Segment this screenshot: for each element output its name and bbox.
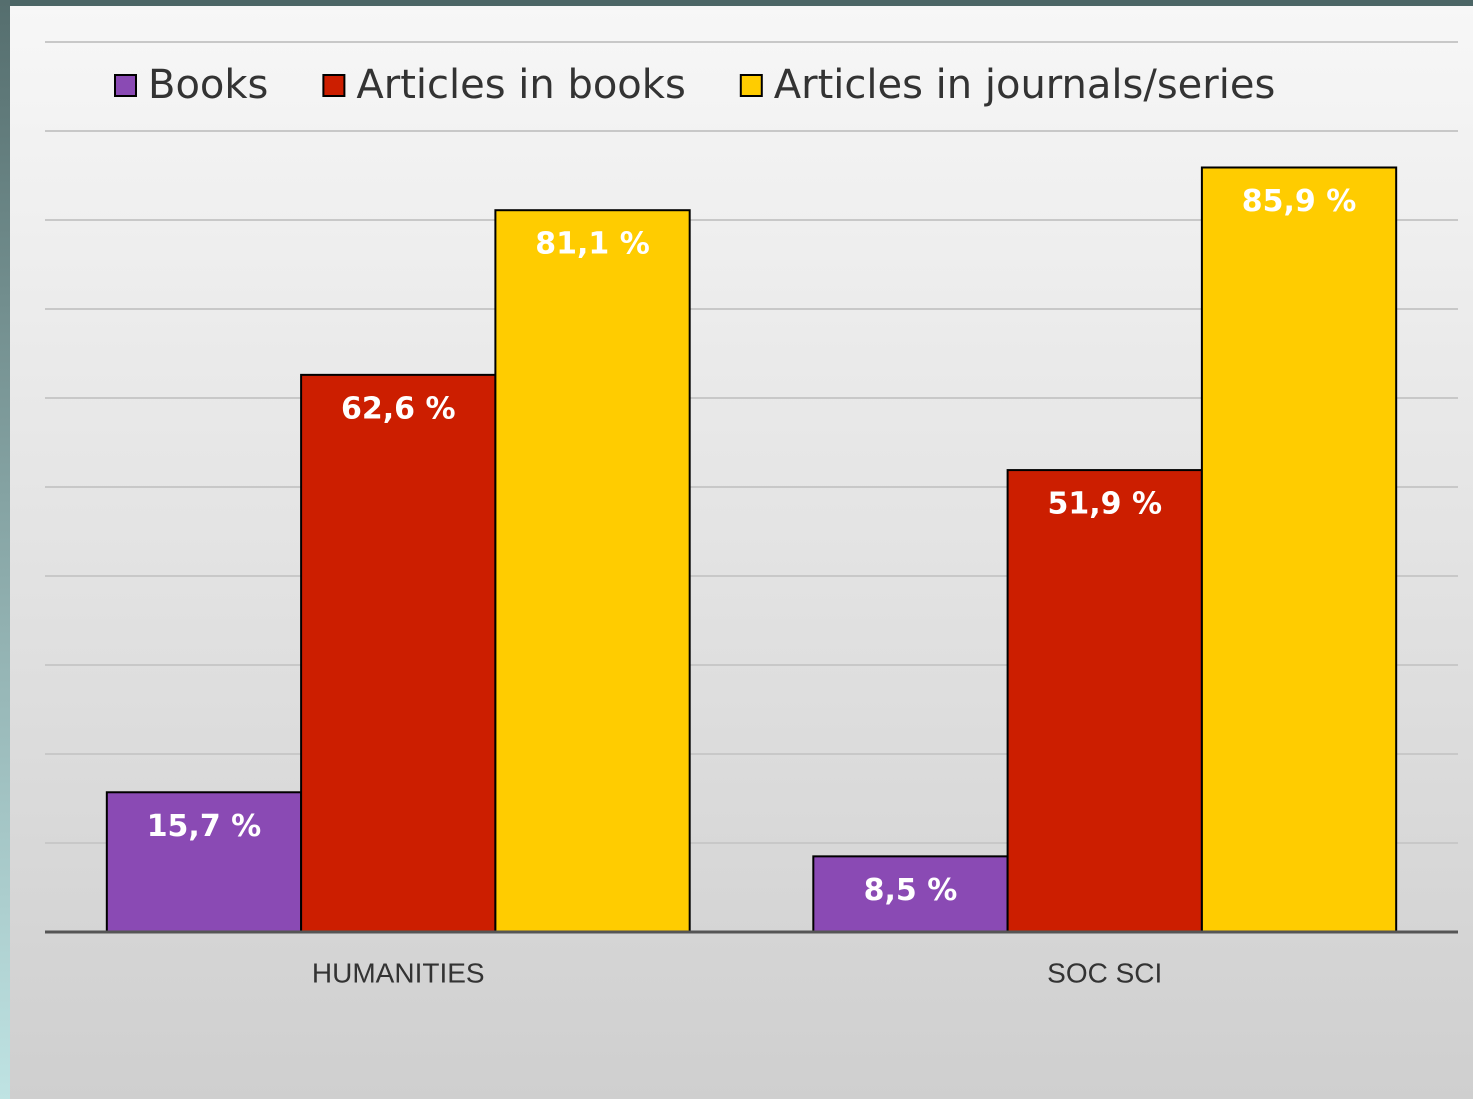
legend-swatch bbox=[739, 74, 763, 97]
value-label: 85,9 % bbox=[1242, 184, 1357, 219]
chart: HUMANITIES 15,7 % 62,6 % 81,1 % SOC SCI 8,5 %… bbox=[10, 6, 1473, 1099]
value-label: 15,7 % bbox=[147, 809, 262, 844]
value-label: 81,1 % bbox=[535, 227, 650, 262]
legend-swatch bbox=[322, 74, 346, 97]
frame bbox=[0, 0, 10, 1099]
legend-label: Articles in books bbox=[356, 62, 685, 108]
bar bbox=[1006, 469, 1203, 933]
bar bbox=[494, 209, 691, 933]
bar bbox=[1200, 166, 1398, 934]
x-tick-label: SOC SCI bbox=[1047, 957, 1162, 988]
legend-swatch bbox=[114, 74, 137, 97]
legend-label: Books bbox=[148, 62, 268, 108]
value-label: 8,5 % bbox=[864, 873, 958, 908]
x-tick-label: HUMANITIES bbox=[312, 957, 485, 988]
bar bbox=[300, 373, 497, 933]
legend-label: Articles in journals/series bbox=[774, 62, 1275, 108]
value-label: 51,9 % bbox=[1047, 487, 1162, 522]
value-label: 62,6 % bbox=[341, 391, 456, 426]
